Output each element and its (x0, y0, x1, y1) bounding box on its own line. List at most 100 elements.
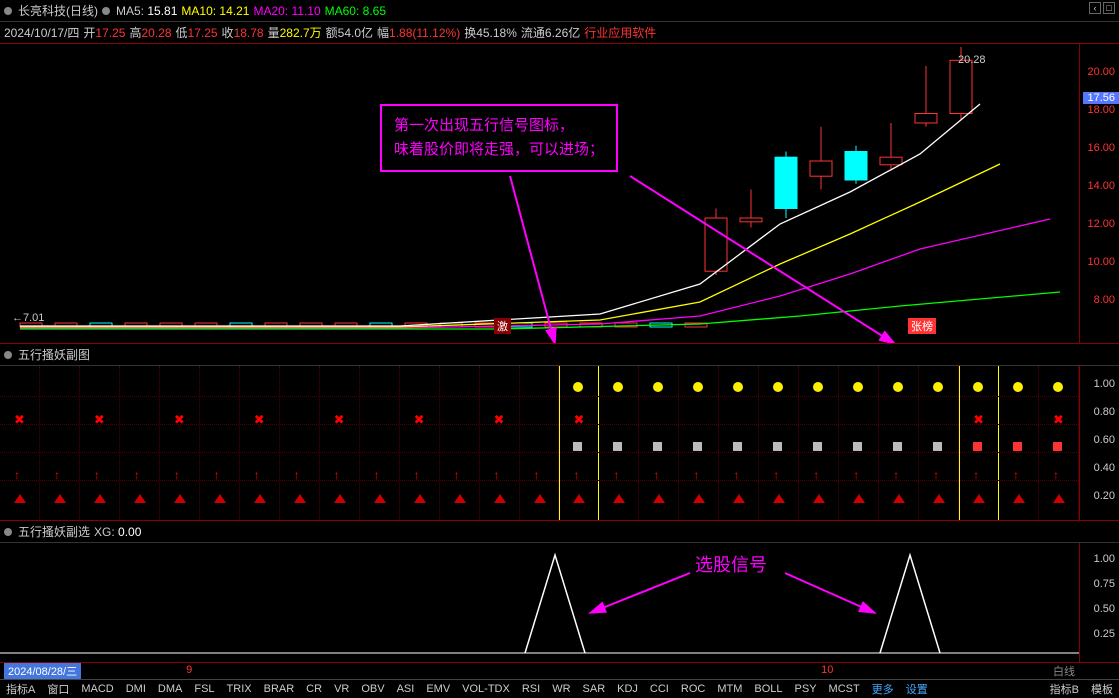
main-kline-chart[interactable]: 第一次出现五行信号图标， 味着股价即将走强，可以进场； ←7.01 20.28 … (0, 44, 1119, 344)
square-icon (973, 442, 982, 451)
signal-dot-icon (1053, 382, 1063, 392)
up-arrow-icon: ↑ (773, 468, 779, 482)
up-arrow-icon: ↑ (494, 468, 500, 482)
up-arrow-icon: ↑ (853, 468, 859, 482)
tab-psy[interactable]: PSY (789, 682, 823, 696)
tab-more[interactable]: 更多 (866, 680, 900, 698)
tab-obv[interactable]: OBV (355, 682, 390, 696)
tab-指标B[interactable]: 指标B (1044, 680, 1085, 698)
high: 高20.28 (129, 24, 171, 41)
tab-模板[interactable]: 模板 (1085, 680, 1119, 698)
marker-zhang: 张榜 (908, 318, 936, 334)
high-price-label: 20.28 (958, 54, 986, 66)
indicator-panel[interactable]: ✖✖✖✖✖✖✖✖✖✖↑↑↑↑↑↑↑↑↑↑↑↑↑↑↑↑↑↑↑↑↑↑↑↑↑↑↑ 1.… (0, 366, 1119, 521)
tab-macd[interactable]: MACD (75, 682, 119, 696)
tab-vr[interactable]: VR (328, 682, 355, 696)
triangle-icon (813, 494, 825, 503)
y-tick: 20.00 (1087, 66, 1115, 78)
top-right-controls: ‹ □ (1089, 2, 1115, 14)
triangle-icon (414, 494, 426, 503)
square-icon (613, 442, 622, 451)
tab-cr[interactable]: CR (300, 682, 328, 696)
square-icon (853, 442, 862, 451)
float-shares: 流通6.26亿 (521, 24, 580, 41)
triangle-icon (214, 494, 226, 503)
square-icon (813, 442, 822, 451)
turnover: 换45.18% (464, 24, 517, 41)
close: 收18.78 (222, 24, 264, 41)
triangle-icon (294, 494, 306, 503)
tab-kdj[interactable]: KDJ (611, 682, 644, 696)
tab-emv[interactable]: EMV (420, 682, 456, 696)
sub2-xg: XG: 0.00 (94, 525, 141, 539)
tab-settings[interactable]: 设置 (900, 680, 934, 698)
signal-svg (0, 543, 1119, 662)
square-icon (573, 442, 582, 451)
current-price-flag: 17.56 (1083, 92, 1119, 104)
up-arrow-icon: ↑ (334, 468, 340, 482)
tab-sar[interactable]: SAR (577, 682, 612, 696)
square-icon (1013, 442, 1022, 451)
butterfly-icon: ✖ (14, 412, 25, 428)
triangle-icon (773, 494, 785, 503)
butterfly-icon: ✖ (174, 412, 185, 428)
up-arrow-icon: ↑ (933, 468, 939, 482)
square-icon (733, 442, 742, 451)
quote-bar: 2024/10/17/四 开17.25 高20.28 低17.25 收18.78… (0, 22, 1119, 44)
tab-roc[interactable]: ROC (675, 682, 711, 696)
up-arrow-icon: ↑ (573, 468, 579, 482)
low-price-label: ←7.01 (12, 312, 44, 324)
signal-annotation: 选股信号 (695, 551, 767, 577)
triangle-icon (174, 494, 186, 503)
triangle-icon (733, 494, 745, 503)
top-info-bar: 长亮科技(日线) MA5: 15.81 MA10: 14.21 MA20: 11… (0, 0, 1119, 22)
up-arrow-icon: ↑ (294, 468, 300, 482)
tab-mcst[interactable]: MCST (823, 682, 866, 696)
stock-name: 长亮科技(日线) (18, 2, 98, 19)
up-arrow-icon: ↑ (653, 468, 659, 482)
triangle-icon (573, 494, 585, 503)
tab-boll[interactable]: BOLL (748, 682, 788, 696)
up-arrow-icon: ↑ (693, 468, 699, 482)
dot-icon (102, 7, 110, 15)
signal-panel[interactable]: 选股信号 1.000.750.500.25 (0, 543, 1119, 663)
tab-dmi[interactable]: DMI (120, 682, 152, 696)
tab-vol-tdx[interactable]: VOL-TDX (456, 682, 516, 696)
y-tick: 10.00 (1087, 256, 1115, 268)
up-arrow-icon: ↑ (214, 468, 220, 482)
tab-fsl[interactable]: FSL (188, 682, 220, 696)
tab-rsi[interactable]: RSI (516, 682, 546, 696)
open: 开17.25 (83, 24, 125, 41)
triangle-icon (54, 494, 66, 503)
triangle-icon (973, 494, 985, 503)
tab-trix[interactable]: TRIX (221, 682, 258, 696)
butterfly-icon: ✖ (254, 412, 265, 428)
up-arrow-icon: ↑ (893, 468, 899, 482)
y-tick: 14.00 (1087, 180, 1115, 192)
square-icon (893, 442, 902, 451)
restore-icon[interactable]: □ (1103, 2, 1115, 14)
triangle-icon (933, 494, 945, 503)
tab-cci[interactable]: CCI (644, 682, 675, 696)
dot-icon (4, 7, 12, 15)
tab-指标a[interactable]: 指标A (0, 680, 41, 698)
date: 2024/10/17/四 (4, 24, 79, 41)
sub1-header: 五行搔妖副图 (0, 344, 1119, 366)
tab-dma[interactable]: DMA (152, 682, 188, 696)
up-arrow-icon: ↑ (534, 468, 540, 482)
up-arrow-icon: ↑ (973, 468, 979, 482)
tab-wr[interactable]: WR (546, 682, 576, 696)
triangle-icon (254, 494, 266, 503)
y-tick: 16.00 (1087, 142, 1115, 154)
butterfly-icon: ✖ (94, 412, 105, 428)
triangle-icon (853, 494, 865, 503)
tab-asi[interactable]: ASI (391, 682, 421, 696)
triangle-icon (534, 494, 546, 503)
butterfly-icon: ✖ (1053, 412, 1064, 428)
tab-窗口[interactable]: 窗口 (41, 680, 75, 698)
triangle-icon (653, 494, 665, 503)
min-icon[interactable]: ‹ (1089, 2, 1101, 14)
marker-ji: 激 (494, 318, 511, 334)
tab-brar[interactable]: BRAR (258, 682, 301, 696)
tab-mtm[interactable]: MTM (711, 682, 748, 696)
